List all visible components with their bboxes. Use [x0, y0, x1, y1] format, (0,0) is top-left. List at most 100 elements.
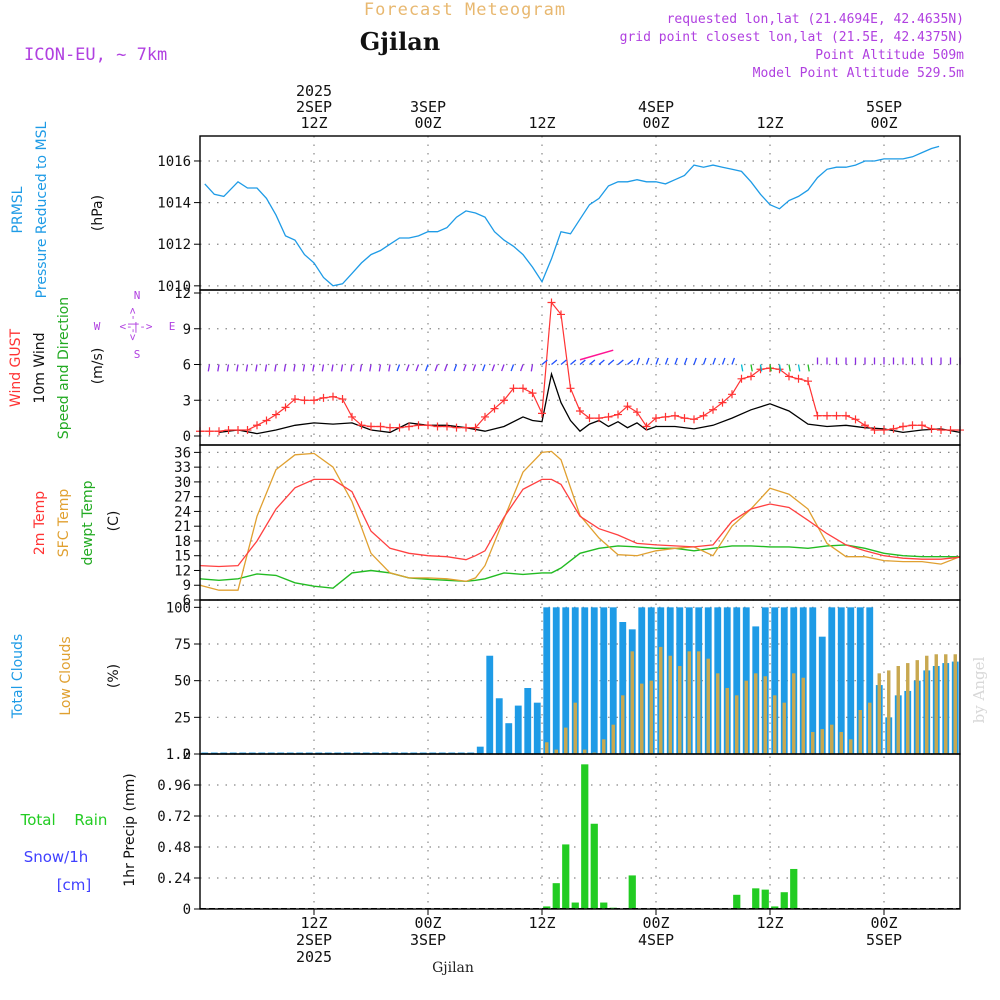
wind-direction-arrow — [415, 364, 420, 372]
low-cloud-bar — [915, 660, 919, 754]
dew-label: dewpt Temp — [80, 480, 96, 565]
total-cloud-bar — [590, 607, 598, 754]
low-cloud-bar — [773, 695, 777, 754]
wind-direction-arrow — [570, 359, 577, 365]
total-cloud-bar — [400, 752, 408, 754]
low-cloud-bar — [573, 702, 577, 754]
low-cloud-bar — [630, 651, 634, 754]
total-cloud-bar — [410, 752, 418, 754]
total-cloud-bar — [324, 752, 332, 754]
time-label-top: 00Z — [414, 114, 441, 132]
low-cloud-bar — [820, 729, 824, 754]
wind-gust-marker — [842, 411, 850, 420]
wind-direction-arrow — [702, 357, 707, 365]
y-tick-label: 15 — [174, 549, 191, 565]
precip-bar — [562, 844, 570, 909]
precip-bar — [790, 868, 798, 909]
wind-direction-arrow — [236, 364, 239, 372]
total-cloud-bar — [647, 607, 655, 754]
low-cloud-bar — [858, 710, 862, 754]
total-cloud-bar — [210, 752, 218, 754]
y-tick-label: 36 — [174, 445, 191, 461]
total-cloud-bar — [277, 752, 285, 754]
total-cloud-bar — [438, 752, 446, 754]
precip-axis-label: 1hr Precip (mm) — [122, 773, 138, 886]
low-cloud-bar — [621, 695, 625, 754]
wind-direction-arrow — [453, 364, 458, 372]
wind-gust-marker — [851, 415, 860, 424]
time-label-bottom: 00Z — [642, 914, 669, 932]
wind-gust-marker — [519, 384, 527, 393]
wind-compass: W <-|-> E <-|-> N S — [94, 289, 176, 361]
wind-gust-marker — [671, 411, 679, 420]
wind-direction-arrow — [331, 364, 334, 372]
wind-gust-marker — [547, 298, 556, 307]
time-label-top: 12Z — [300, 114, 327, 132]
pressure-label-1: PRMSL — [10, 186, 26, 233]
y-tick-label: 1014 — [157, 196, 191, 212]
y-tick-label: 0 — [183, 902, 191, 918]
y-tick-label: 25 — [174, 710, 191, 726]
wind-direction-arrow — [491, 364, 496, 372]
total-cloud-bar — [581, 607, 589, 754]
wind-gust-marker — [471, 423, 480, 432]
total-cloud-bar — [609, 607, 617, 754]
wind-gust-marker — [566, 384, 575, 393]
total-cloud-bar — [524, 688, 532, 754]
wind-gust-marker — [832, 411, 841, 420]
precip-bar — [733, 894, 741, 909]
total-cloud-bar — [372, 752, 380, 754]
wind-gust-marker — [880, 426, 888, 435]
wind-direction-arrow — [481, 364, 486, 372]
compass-east: E — [169, 320, 176, 333]
wind-gust-marker — [414, 421, 423, 430]
wind-gust-marker — [500, 396, 508, 405]
wind-gust-marker — [680, 414, 689, 423]
location-title: Gjilan — [360, 27, 440, 56]
y-tick-label: 50 — [174, 674, 191, 690]
total-cloud-bar — [239, 752, 247, 754]
low-cloud-label: Low Clouds — [58, 636, 74, 715]
wind-gust-marker — [452, 423, 461, 432]
wind-gust-marker — [300, 396, 309, 405]
wind-direction-arrow — [388, 364, 391, 372]
wind-unit: (m/s) — [90, 348, 106, 385]
y-tick-label: 0.24 — [157, 871, 191, 887]
wind-direction-arrow — [541, 359, 548, 365]
wind-direction-arrow — [750, 364, 753, 372]
total-cloud-bar — [866, 607, 874, 754]
y-tick-label: 30 — [174, 475, 191, 491]
wind-direction-arrow — [434, 364, 439, 372]
total-cloud-bar — [562, 607, 570, 754]
total-cloud-bar — [780, 607, 788, 754]
y-tick-label: 1.2 — [166, 747, 191, 763]
dewpoint-line — [199, 544, 960, 589]
low-cloud-bar — [649, 680, 653, 754]
low-cloud-bar — [725, 688, 729, 754]
wind-direction-arrow — [283, 364, 287, 372]
time-label-top: 12Z — [528, 114, 555, 132]
wind-gust-marker — [462, 423, 470, 432]
wind-direction-arrow — [369, 364, 372, 372]
total-cloud-bar — [505, 723, 513, 754]
low-cloud-bar — [792, 673, 796, 754]
wind-gust-marker — [538, 409, 546, 418]
total-cloud-bar — [733, 607, 741, 754]
low-cloud-bar — [839, 732, 843, 754]
wind-gust-marker — [908, 421, 917, 430]
wind-gust-marker — [424, 421, 432, 430]
low-cloud-bar — [668, 655, 672, 754]
wind-direction-arrow — [274, 364, 277, 372]
wind-gust-marker — [813, 411, 822, 420]
wind-direction-arrow — [797, 364, 801, 372]
low-cloud-bar — [545, 742, 549, 754]
wind-gust-marker — [557, 310, 565, 319]
wind-direction-arrow — [472, 364, 477, 372]
wind-gust-marker — [595, 414, 603, 423]
wind-direction-arrow — [245, 364, 249, 372]
wind-direction-arrow — [519, 364, 524, 372]
y-tick-label: 21 — [174, 519, 191, 535]
point-altitude: Point Altitude 509m — [815, 48, 964, 63]
total-cloud-bar — [828, 607, 836, 754]
